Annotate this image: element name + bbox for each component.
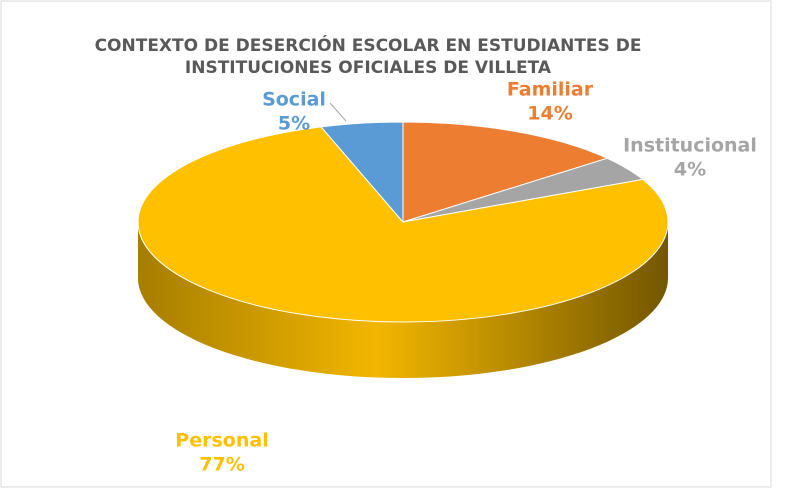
slice xyxy=(320,121,404,224)
slice-side-shade xyxy=(138,222,668,378)
data-label-value: 4% xyxy=(674,159,706,181)
data-label-name: Familiar xyxy=(507,79,594,101)
data-label-name: Social xyxy=(262,89,326,111)
data-label-value: 14% xyxy=(527,103,572,125)
data-label-value: 77% xyxy=(199,454,244,476)
data-label-value: 5% xyxy=(278,113,310,135)
slice xyxy=(402,121,609,223)
leader-line xyxy=(329,102,347,122)
pie xyxy=(137,121,669,378)
chart-title: CONTEXTO DE DESERCIÓN ESCOLAR EN ESTUDIA… xyxy=(95,34,642,56)
slice xyxy=(137,126,669,323)
data-label-name: Personal xyxy=(175,430,268,452)
data-label-name: Institucional xyxy=(623,135,757,157)
chart-title: INSTITUCIONES OFICIALES DE VILLETA xyxy=(185,58,552,78)
